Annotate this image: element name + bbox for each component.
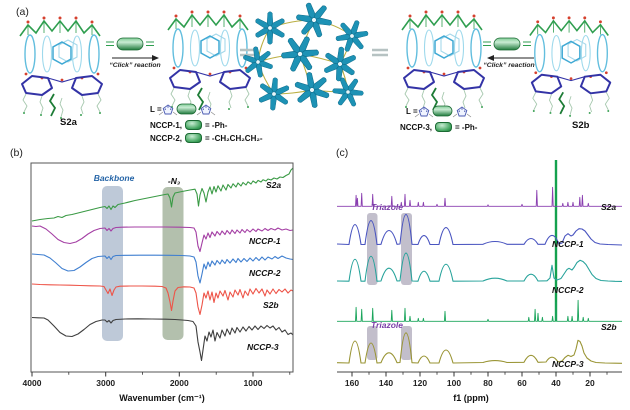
equals-icon [240, 48, 256, 57]
triazole-highlight-bands [367, 213, 412, 360]
macrocycle-s2b [528, 15, 612, 118]
backbone-annotation: Backbone [93, 173, 135, 183]
product-linker: = -Ph- [205, 120, 228, 130]
nmr-curve-s2b [337, 299, 622, 322]
product-legend-nccp-2: NCCP-2, = -CH₂CH₂CH₂- [150, 133, 263, 143]
azide-annotation: -N₃ [167, 176, 181, 186]
ir-tick-1000: 1000 [244, 378, 263, 388]
panel-b-label: (b) [10, 147, 23, 159]
linker-pill-icon [116, 37, 144, 51]
nmr-tick-20: 20 [585, 378, 595, 388]
product-legend-nccp-3: NCCP-3, = -Ph- [400, 122, 477, 132]
product-linker: = -Ph- [455, 122, 478, 132]
ir-x-axis-title: Wavenumber (cm⁻¹) [119, 393, 204, 403]
ir-plot: 4000 3000 2000 1000 Wavenumber (cm⁻¹) [23, 162, 294, 403]
nmr-curve-label-s2a: S2a [601, 202, 617, 212]
panel-a-scheme [19, 0, 612, 120]
product-name: NCCP-1, [150, 120, 183, 130]
linker-structure-left [158, 103, 216, 116]
nmr-x-axis-title: f1 (ppm) [453, 393, 489, 403]
linker-structure-right [414, 105, 472, 118]
nmr-tick-160: 160 [345, 378, 359, 388]
nmr-tick-120: 120 [413, 378, 427, 388]
macrocycle-nccp-left [167, 9, 251, 114]
network-cartoon [238, 0, 371, 115]
s2a-structure-label: S2a [60, 117, 77, 128]
nmr-tick-100: 100 [447, 378, 461, 388]
reaction-arrow-left [106, 37, 159, 61]
equals-icon [372, 48, 388, 57]
nmr-curve-s2a [337, 186, 622, 207]
reaction-arrow-right [483, 37, 534, 61]
ir-curve-label-s2a: S2a [266, 180, 282, 190]
product-linker: = -CH₂CH₂CH₂- [205, 133, 263, 143]
triazole-annotation-top: Triazole [371, 202, 403, 212]
linker-pill-icon [185, 133, 203, 143]
azide-highlight-band [162, 187, 184, 340]
ir-curve-nccp-3 [31, 316, 294, 362]
ir-curve-label-nccp-1: NCCP-1 [249, 236, 281, 246]
ir-curve-s2b [31, 283, 294, 316]
backbone-highlight-band [102, 186, 123, 341]
s2b-structure-label: S2b [572, 120, 590, 131]
ir-tick-2000: 2000 [170, 378, 189, 388]
nmr-plot: 160 140 120 100 80 60 40 20 f1 (ppm) [336, 160, 623, 403]
macrocycle-nccp-right [401, 9, 485, 114]
nmr-curve-nccp-3 [336, 332, 623, 364]
ir-curve-label-nccp-2: NCCP-2 [249, 268, 281, 278]
ir-curve-nccp-1 [31, 225, 294, 253]
macrocycle-s2a [19, 15, 103, 120]
click-reaction-label-left: “Click” reaction [109, 62, 161, 69]
product-name: NCCP-2, [150, 133, 183, 143]
linker-prefix-right: L = [406, 107, 418, 116]
linker-prefix-left: L = [150, 105, 162, 114]
ir-major-ticks [31, 372, 254, 377]
nmr-minor-ticks [368, 372, 608, 375]
product-legend-nccp-1: NCCP-1, = -Ph- [150, 120, 227, 130]
nmr-tick-60: 60 [517, 378, 527, 388]
ir-curve-nccp-2 [31, 253, 294, 284]
ir-curve-s2a [31, 167, 294, 222]
ir-curve-label-s2b: S2b [263, 300, 279, 310]
nmr-curve-label-s2b: S2b [601, 322, 617, 332]
linker-pill-icon [435, 122, 453, 132]
nmr-curve-label-nccp-3: NCCP-3 [552, 359, 584, 369]
panel-a-label: (a) [16, 6, 29, 18]
nmr-curve-nccp-1 [336, 213, 623, 246]
ir-tick-3000: 3000 [96, 378, 115, 388]
ir-tick-4000: 4000 [23, 378, 42, 388]
nmr-tick-80: 80 [483, 378, 493, 388]
nmr-curve-label-nccp-2: NCCP-2 [552, 285, 584, 295]
product-name: NCCP-3, [400, 122, 433, 132]
nmr-major-ticks [351, 372, 591, 377]
linker-pill-icon [185, 120, 203, 130]
linker-pill-icon [493, 37, 521, 51]
nmr-curve-nccp-2 [336, 252, 623, 282]
ir-minor-ticks [68, 372, 291, 375]
panel-c-label: (c) [336, 147, 349, 159]
triazole-annotation-bottom: Triazole [371, 320, 403, 330]
ir-curve-label-nccp-3: NCCP-3 [247, 342, 279, 352]
ir-plot-frame [30, 162, 294, 373]
nmr-tick-140: 140 [379, 378, 393, 388]
nmr-tick-40: 40 [551, 378, 561, 388]
nmr-curve-label-nccp-1: NCCP-1 [552, 239, 584, 249]
click-reaction-label-right: “Click” reaction [483, 62, 535, 69]
